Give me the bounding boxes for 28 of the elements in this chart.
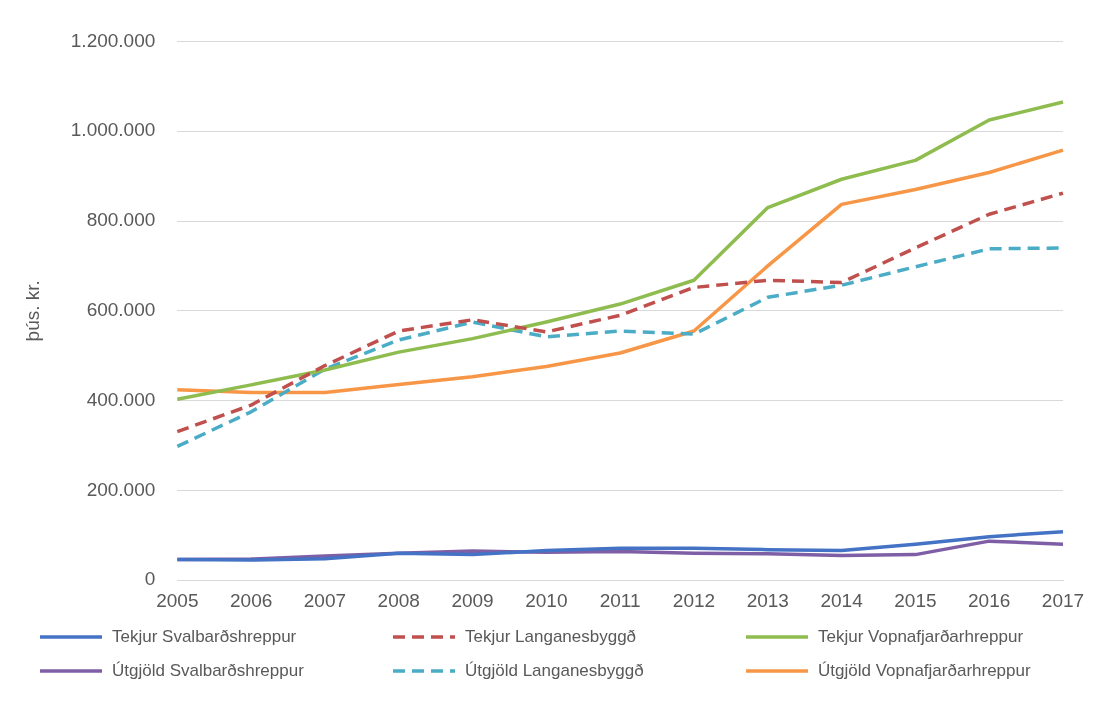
x-tick-label: 2013	[746, 589, 789, 611]
y-tick-label: 400.000	[86, 388, 156, 410]
y-axis-title: þús. kr.	[21, 280, 43, 342]
legend-label: Útgjöld Vopnafjarðarhreppur	[818, 661, 1031, 681]
x-tick-label: 2008	[377, 589, 420, 611]
x-tick-label: 2017	[1041, 589, 1085, 611]
x-tick-label: 2016	[968, 589, 1011, 611]
x-tick-label: 2006	[229, 589, 273, 611]
x-tick-label: 2015	[894, 589, 937, 611]
x-tick-label: 2010	[525, 589, 568, 611]
y-tick-label: 800.000	[86, 209, 156, 231]
y-tick-label: 600.000	[86, 299, 156, 321]
y-tick-label: 0	[144, 568, 156, 590]
x-tick-label: 2012	[672, 589, 716, 611]
legend-label: Útgjöld Svalbarðshreppur	[112, 661, 304, 681]
legend-label: Tekjur Vopnafjarðarhreppur	[818, 627, 1024, 647]
legend-label: Tekjur Langanesbyggð	[465, 627, 637, 647]
legend-label: Tekjur Svalbarðshreppur	[112, 627, 297, 647]
x-tick-label: 2014	[820, 589, 864, 611]
x-tick-label: 2005	[156, 589, 199, 611]
line-series	[175, 191, 1065, 434]
x-tick-label: 2007	[303, 589, 347, 611]
y-tick-label: 200.000	[86, 478, 156, 500]
x-tick-label: 2009	[451, 589, 494, 611]
y-tick-label: 1.200.000	[70, 29, 156, 51]
x-tick-label: 2011	[599, 589, 641, 611]
y-tick-label: 1.000.000	[70, 119, 156, 141]
legend-label: Útgjöld Langanesbyggð	[465, 661, 644, 681]
